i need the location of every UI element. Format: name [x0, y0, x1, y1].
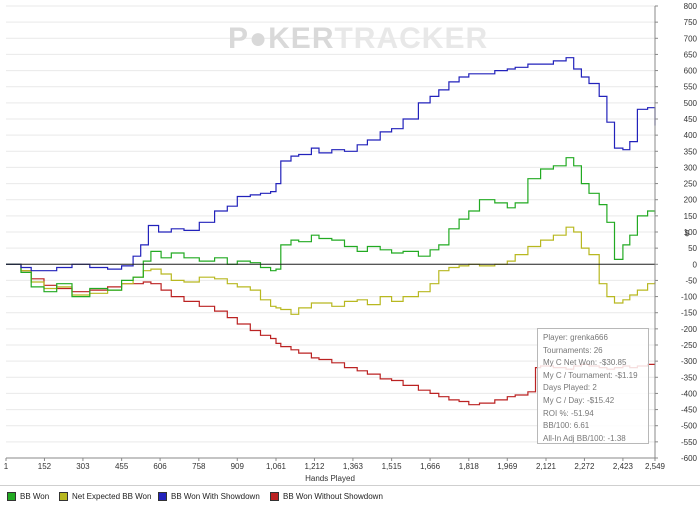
x-tick-label: 909	[231, 462, 245, 471]
x-tick-label: 303	[76, 462, 90, 471]
stat-row-all-in-adj-bb-100: All-In Adj BB/100: -1.38	[543, 433, 626, 443]
x-tick-labels: 1 152 303 455 606 758 909 1,061 1,212 1,363 1,515 1…	[4, 458, 666, 471]
y-tick-label: 500	[684, 99, 698, 108]
y-tick-label: -550	[681, 438, 698, 447]
stat-row-my-c-net-won: My C Net Won: -$30.85	[543, 358, 627, 368]
legend: BB Won Net Expected BB Won BB Won With Sho…	[0, 485, 700, 508]
y-tick-label: 0	[693, 260, 698, 269]
stat-row-tournaments: Tournaments: 26	[543, 345, 603, 355]
y-tick-label: -200	[681, 325, 698, 334]
legend-swatch-icon	[7, 492, 16, 501]
y-axis-title: $	[685, 229, 690, 238]
y-tick-label: 150	[684, 212, 698, 221]
x-tick-label: 2,423	[613, 462, 634, 471]
y-tick-label: 50	[688, 244, 697, 253]
y-tick-labels: 8007507006506005505004504003503002502001…	[655, 2, 698, 463]
legend-item-bb-won-with-showdown[interactable]: BB Won With Showdown	[158, 492, 260, 501]
x-tick-label: 2,549	[645, 462, 666, 471]
x-tick-label: 2,121	[536, 462, 557, 471]
legend-item-net-expected-bb-won[interactable]: Net Expected BB Won	[59, 492, 151, 501]
y-tick-label: 100	[684, 228, 698, 237]
stat-row-player: Player: grenka666	[543, 333, 608, 342]
x-tick-label: 1,363	[343, 462, 364, 471]
x-tick-label: 1,212	[304, 462, 325, 471]
y-tick-label: 800	[684, 2, 698, 11]
legend-label: BB Won	[20, 492, 50, 501]
legend-label: BB Won With Showdown	[171, 492, 260, 501]
y-tick-label: 350	[684, 147, 698, 156]
y-tick-label: 400	[684, 131, 698, 140]
x-tick-label: 455	[115, 462, 129, 471]
y-tick-label: -450	[681, 406, 698, 415]
stat-row-my-c-tournament: My C / Tournament: -$1.19	[543, 370, 638, 380]
watermark-chip-icon: ●	[249, 22, 268, 55]
x-tick-label: 1,969	[497, 462, 518, 471]
x-tick-label: 1,515	[382, 462, 403, 471]
legend-swatch-icon	[59, 492, 68, 501]
watermark-tracker: TRACKER	[334, 22, 488, 55]
y-tick-label: -50	[685, 276, 697, 285]
series-line-bb-won	[6, 157, 656, 298]
stat-row-roi-: ROI %: -51.94	[543, 408, 594, 418]
legend-label: BB Won Without Showdown	[283, 492, 383, 501]
x-tick-label: 2,272	[574, 462, 595, 471]
legend-swatch-icon	[270, 492, 279, 501]
x-tick-label: 152	[38, 462, 52, 471]
y-tick-label: -300	[681, 357, 698, 366]
x-tick-label: 1	[4, 462, 9, 471]
x-axis-title: Hands Played	[305, 474, 355, 483]
y-tick-label: 650	[684, 50, 698, 59]
y-tick-label: 750	[684, 18, 698, 27]
series-line-bb-won-with-showdown	[6, 57, 656, 272]
y-tick-label: 450	[684, 115, 698, 124]
y-tick-label: -250	[681, 341, 698, 350]
y-tick-label: -600	[681, 454, 698, 463]
legend-item-bb-won[interactable]: BB Won	[7, 492, 49, 501]
watermark-ker: KER	[268, 22, 334, 55]
y-tick-label: 600	[684, 67, 698, 76]
watermark: P●KERTRACKER	[228, 22, 488, 55]
y-tick-label: -350	[681, 373, 698, 382]
watermark-p: P	[228, 22, 249, 55]
stat-row-bb-100: BB/100: 6.61	[543, 421, 590, 431]
y-tick-label: -150	[681, 309, 698, 318]
y-tick-label: 700	[684, 34, 698, 43]
x-tick-label: 1,666	[420, 462, 441, 471]
legend-item-bb-won-without-showdown[interactable]: BB Won Without Showdown	[270, 492, 383, 501]
legend-swatch-icon	[158, 492, 167, 501]
y-tick-label: 250	[684, 180, 698, 189]
stat-row-my-c-day: My C / Day: -$15.42	[543, 395, 615, 405]
x-tick-label: 606	[153, 462, 167, 471]
y-tick-label: 200	[684, 196, 698, 205]
stats-box: Player: grenka666 Tournaments: 26 My C Net…	[537, 328, 649, 444]
legend-label: Net Expected BB Won	[72, 492, 152, 501]
y-tick-label: -400	[681, 389, 698, 398]
x-tick-label: 758	[192, 462, 206, 471]
y-tick-label: 550	[684, 83, 698, 92]
stat-row-days-played: Days Played: 2	[543, 383, 597, 393]
y-tick-label: -500	[681, 422, 698, 431]
y-tick-label: 300	[684, 163, 698, 172]
y-tick-label: -100	[681, 293, 698, 302]
x-tick-label: 1,061	[266, 462, 287, 471]
x-tick-label: 1,818	[459, 462, 480, 471]
